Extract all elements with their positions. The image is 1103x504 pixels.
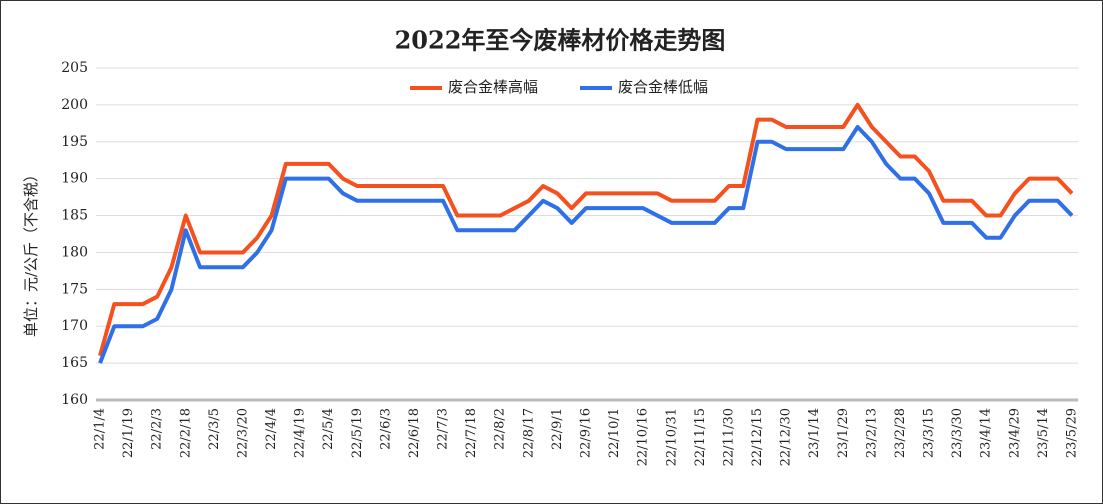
x-tick-label: 23/5/14: [1036, 408, 1051, 458]
y-tick-label: 200: [61, 97, 88, 113]
y-tick-label: 205: [61, 60, 88, 76]
x-tick-label: 23/1/14: [807, 408, 822, 458]
y-tick-label: 195: [61, 134, 88, 150]
x-tick-label: 23/4/14: [979, 408, 994, 458]
x-tick-label: 22/8/2: [493, 408, 508, 450]
y-tick-label: 175: [61, 281, 88, 297]
x-tick-label: 22/4/4: [264, 408, 279, 450]
x-tick-label: 23/2/13: [864, 408, 879, 458]
x-tick-label: 23/3/30: [950, 408, 965, 458]
line-series: [98, 125, 1074, 364]
y-tick-label: 170: [61, 318, 88, 334]
x-tick-label: 22/2/18: [178, 408, 193, 458]
x-tick-label: 22/12/15: [750, 408, 765, 466]
x-tick-label: 23/2/28: [893, 408, 908, 458]
x-tick-label: 22/10/1: [607, 408, 622, 458]
x-tick-label: 23/4/29: [1007, 408, 1022, 458]
x-tick-label: 22/10/16: [636, 408, 651, 466]
x-tick-label: 22/5/4: [321, 408, 336, 450]
x-tick-label: 22/5/19: [350, 408, 365, 458]
x-tick-label: 22/4/19: [293, 408, 308, 458]
y-axis-label: 单位：元/公斤（不含税）: [22, 167, 40, 337]
chart-title: 2022年至今废棒材价格走势图: [395, 26, 726, 55]
x-tick-label: 22/11/15: [693, 408, 708, 466]
x-tick-label: 22/3/5: [207, 408, 222, 450]
x-tick-label: 22/9/16: [579, 408, 594, 458]
y-tick-label: 165: [61, 355, 88, 371]
x-tick-label: 22/2/3: [150, 408, 165, 450]
x-tick-label: 22/10/31: [664, 408, 679, 466]
y-tick-label: 185: [61, 208, 88, 224]
legend-label: 废合金棒低幅: [618, 78, 708, 96]
x-tick-label: 22/1/4: [93, 408, 108, 450]
x-tick-label: 22/6/3: [378, 408, 393, 450]
x-tick-label: 22/7/3: [436, 408, 451, 450]
x-tick-label: 22/9/1: [550, 408, 565, 450]
x-tick-label: 22/3/20: [235, 408, 250, 458]
legend-label: 废合金棒高幅: [448, 78, 538, 96]
y-tick-label: 180: [61, 244, 88, 260]
x-tick-label: 22/1/19: [121, 408, 136, 458]
x-tick-label: 22/6/18: [407, 408, 422, 458]
x-tick-label: 22/11/30: [721, 408, 736, 466]
y-tick-label: 160: [61, 392, 88, 408]
x-tick-label: 23/5/29: [1065, 408, 1080, 458]
y-tick-label: 190: [61, 171, 88, 187]
line-series: [98, 102, 1074, 357]
x-tick-label: 23/1/29: [836, 408, 851, 458]
x-tick-label: 23/3/15: [922, 408, 937, 458]
x-tick-label: 22/8/17: [521, 408, 536, 458]
x-tick-label: 22/12/30: [779, 408, 794, 466]
x-tick-label: 22/7/18: [464, 408, 479, 458]
